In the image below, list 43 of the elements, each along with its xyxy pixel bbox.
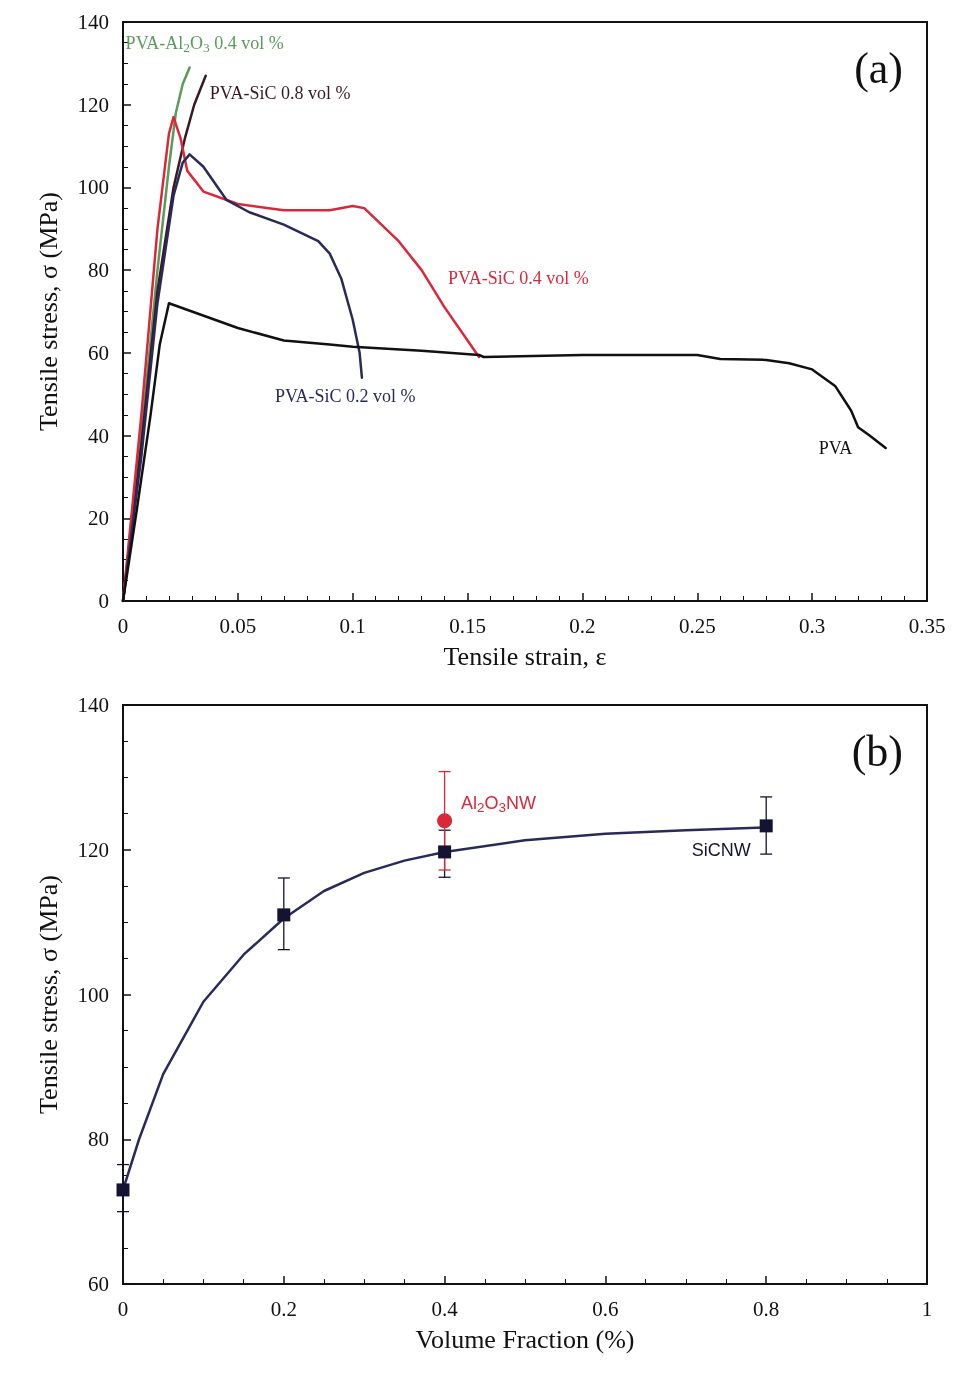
y-tick-label: 20: [88, 506, 109, 531]
series-label: SiCNW: [691, 839, 751, 860]
x-tick-label: 0.2: [270, 1296, 297, 1321]
x-tick-label: 0.35: [908, 613, 946, 638]
y-tick-label: 60: [88, 1272, 109, 1296]
y-tick-label: 80: [88, 258, 109, 283]
x-tick-label: 0.2: [569, 613, 596, 638]
y-tick-label: 100: [77, 982, 109, 1007]
series-label: PVA-SiC 0.4 vol %: [448, 267, 589, 288]
x-tick-label: 0.05: [219, 613, 257, 638]
x-axis-title: Tensile strain, ε: [443, 641, 607, 671]
y-axis-title: Tensile stress, σ (MPa): [33, 192, 63, 431]
point: [277, 908, 291, 922]
y-tick-label: 60: [88, 340, 109, 365]
y-axis-title: Tensile stress, σ (MPa): [33, 875, 63, 1114]
x-axis-title: Volume Fraction (%): [415, 1324, 635, 1354]
annotation: (a): [854, 43, 904, 93]
y-tick-label: 120: [77, 92, 109, 117]
series-label: PVA: [818, 437, 853, 458]
x-tick-label: 0.25: [678, 613, 716, 638]
y-tick-label: 140: [77, 693, 109, 717]
y-tick-label: 80: [88, 1127, 109, 1152]
x-tick-label: 0.4: [431, 1296, 459, 1321]
y-tick-label: 100: [77, 175, 109, 200]
annotation: (b): [851, 726, 904, 776]
point: [116, 1183, 130, 1197]
x-tick-label: 0.3: [799, 613, 826, 638]
x-tick-label: 0.8: [753, 1296, 780, 1321]
y-tick-label: 0: [98, 589, 109, 613]
point: [759, 819, 773, 833]
x-tick-label: 1: [921, 1296, 933, 1321]
y-tick-label: 140: [77, 10, 109, 34]
x-tick-label: 0.1: [339, 613, 366, 638]
point: [437, 813, 453, 829]
series-label: PVA-SiC 0.8 vol %: [209, 82, 351, 103]
series-label: PVA-SiC 0.2 vol %: [274, 385, 416, 406]
x-tick-label: 0.15: [449, 613, 486, 638]
x-tick-label: 0.6: [592, 1296, 619, 1321]
point: [438, 845, 452, 859]
x-tick-label: 0: [117, 1296, 129, 1321]
y-tick-label: 120: [77, 837, 109, 862]
x-tick-label: 0: [117, 613, 129, 638]
y-tick-label: 40: [88, 423, 109, 448]
